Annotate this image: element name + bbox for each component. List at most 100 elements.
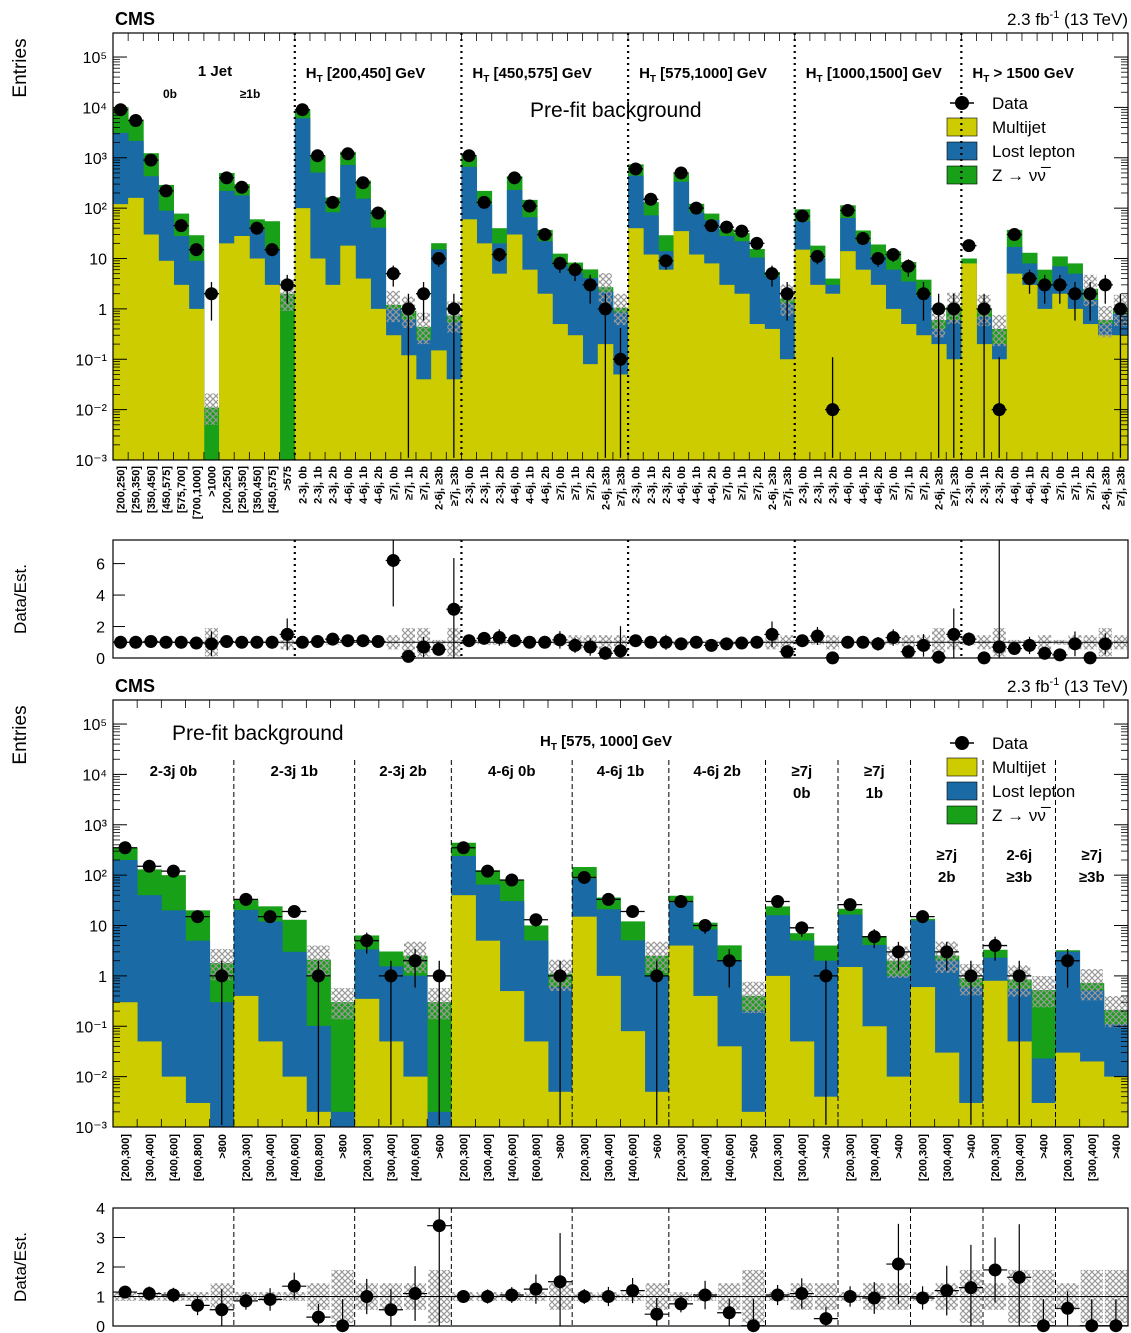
x-category-label: >600 xyxy=(434,1134,446,1159)
y-tick-label: 10 xyxy=(89,919,107,936)
ratio-point xyxy=(722,1306,736,1320)
multijet-bar xyxy=(113,1002,138,1127)
multijet-bar xyxy=(643,254,659,460)
data-point xyxy=(1053,278,1067,292)
ratio-point xyxy=(886,631,900,645)
x-category-label: [400,600] xyxy=(168,1134,180,1181)
ratio-point xyxy=(780,645,794,659)
multijet-bar xyxy=(552,324,568,460)
data-point xyxy=(166,864,180,878)
uncertainty-band xyxy=(1080,969,1103,1001)
region-label-1jet: 1 Jet xyxy=(198,63,232,80)
data-point xyxy=(568,263,582,277)
x-category-label: ≥7j, ≥3b xyxy=(1115,466,1127,506)
experiment-label: CMS xyxy=(115,676,155,696)
data-point xyxy=(492,248,506,262)
ratio-tick-label: 4 xyxy=(96,1201,105,1218)
data-point xyxy=(462,149,476,163)
ratio-point xyxy=(720,637,734,651)
multijet-bar xyxy=(838,967,863,1127)
ratio-point xyxy=(947,627,961,641)
ratio-point xyxy=(477,631,491,645)
ratio-axis-title: Data/Est. xyxy=(11,1232,30,1302)
x-category-label: [200,300] xyxy=(990,1134,1002,1181)
group-label: 2-3j 1b xyxy=(270,763,318,780)
x-category-label: ≥7j, 2b xyxy=(918,466,930,500)
ratio-point xyxy=(1036,1319,1050,1333)
ratio-point xyxy=(384,1303,398,1317)
x-category-label: [200,300] xyxy=(579,1134,591,1181)
x-category-label: [250,350] xyxy=(237,466,249,513)
x-category-label: [575,700] xyxy=(176,466,188,513)
uncertainty-band xyxy=(742,981,765,1014)
multijet-bar xyxy=(1055,1052,1081,1127)
uncertainty-band xyxy=(331,988,354,1020)
group-label: 2b xyxy=(938,869,956,886)
x-category-label: [600,800] xyxy=(193,1134,205,1181)
x-category-label: 4-6j, 2b xyxy=(540,466,552,504)
ratio-point xyxy=(735,636,749,650)
x-category-label: [200,300] xyxy=(120,1134,132,1181)
uncertainty-band xyxy=(645,941,668,974)
x-category-label: [400,600] xyxy=(507,1134,519,1181)
x-category-label: >800 xyxy=(555,1134,567,1159)
data-point xyxy=(947,302,961,316)
data-point xyxy=(159,184,173,198)
region-label-ht: HT > 1500 GeV xyxy=(972,65,1074,85)
x-category-label: 2-6j, ≥3b xyxy=(934,466,946,510)
x-category-label: 2-6j, ≥3b xyxy=(767,466,779,510)
data-point xyxy=(456,841,470,855)
y-axis-title: Entries xyxy=(10,705,31,764)
x-category-label: 2-6j, ≥3b xyxy=(434,466,446,510)
ratio-point xyxy=(1083,651,1097,665)
multijet-bar xyxy=(233,995,259,1127)
region-label-ht: HT [575,1000] GeV xyxy=(639,65,767,85)
data-point xyxy=(529,913,543,927)
group-label: ≥3b xyxy=(1006,869,1032,886)
ratio-tick-label: 4 xyxy=(96,588,105,605)
ratio-point xyxy=(674,637,688,651)
ratio-point xyxy=(538,635,552,649)
data-point xyxy=(432,969,446,983)
ratio-point xyxy=(810,629,824,643)
x-category-label: ≥7j, ≥3b xyxy=(949,466,961,506)
ratio-point xyxy=(856,635,870,649)
x-category-label: 2-3j, 2b xyxy=(661,466,673,504)
x-category-label: [200,300] xyxy=(241,1134,253,1181)
x-category-label: >600 xyxy=(652,1134,664,1159)
multijet-bar xyxy=(1103,1076,1129,1127)
legend-swatch xyxy=(946,757,978,777)
x-category-label: [450,575] xyxy=(161,466,173,513)
uncertainty-band xyxy=(1098,306,1112,338)
data-point xyxy=(477,195,491,209)
ratio-point xyxy=(341,634,355,648)
x-category-label: [200,300] xyxy=(362,1134,374,1181)
ratio-point xyxy=(843,1290,857,1303)
y-tick-label: 10⁴ xyxy=(82,767,107,784)
x-category-label: 2-6j, ≥3b xyxy=(1100,466,1112,510)
x-category-label: >800 xyxy=(338,1134,350,1159)
x-category-label: >400 xyxy=(1038,1134,1050,1159)
legend-label: Multijet xyxy=(992,758,1046,777)
x-category-label: 4-6j, 0b xyxy=(1009,466,1021,504)
uncertainty-band xyxy=(1104,995,1127,1028)
plot-frame xyxy=(112,32,1129,461)
multijet-bar xyxy=(173,284,190,460)
uncertainty-band xyxy=(613,293,628,326)
ratio-point xyxy=(750,635,764,649)
multijet-bar xyxy=(161,1076,186,1127)
data-point xyxy=(189,243,203,257)
data-point xyxy=(174,219,188,233)
data-point xyxy=(311,969,325,983)
data-point xyxy=(417,287,431,301)
region-label-ht: HT [450,575] GeV xyxy=(472,65,592,85)
data-point xyxy=(401,302,415,316)
ratio-point xyxy=(1085,1319,1099,1333)
x-category-label: 4-6j, 0b xyxy=(343,466,355,504)
data-point xyxy=(356,176,370,190)
data-point xyxy=(1061,954,1075,968)
data-point xyxy=(408,954,422,968)
legend-swatch xyxy=(946,141,978,161)
ratio-point xyxy=(614,644,627,658)
